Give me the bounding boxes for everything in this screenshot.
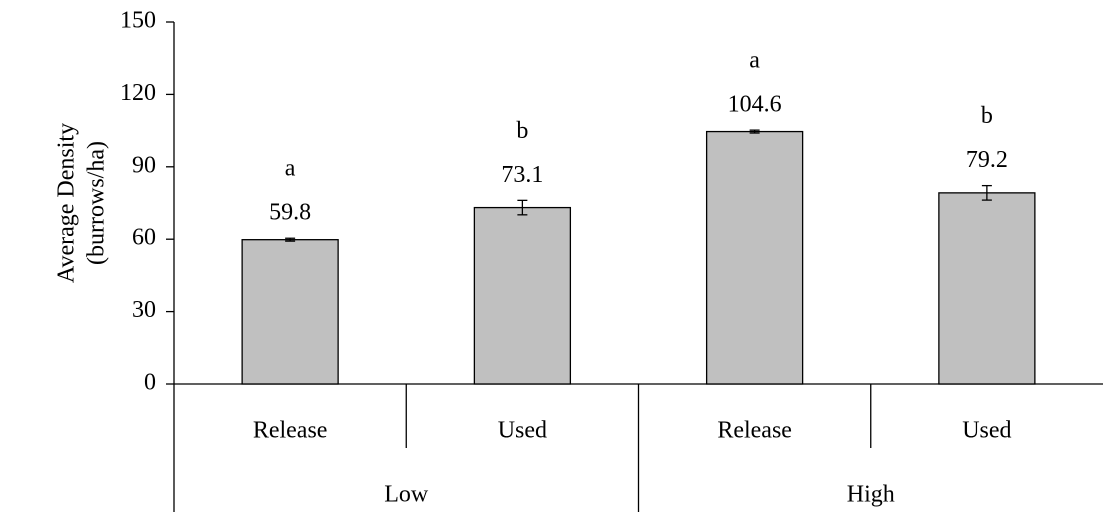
significance-letter: a	[749, 48, 760, 74]
y-tick-label: 60	[132, 225, 156, 251]
y-axis-label: (burrows/ha)	[84, 141, 110, 265]
significance-letter: b	[981, 103, 993, 129]
y-tick-label: 150	[120, 8, 156, 34]
y-tick-label: 120	[120, 80, 156, 106]
value-label: 104.6	[728, 92, 782, 118]
significance-letter: a	[285, 156, 296, 182]
group-label: High	[847, 482, 895, 508]
x-tick-label: Used	[962, 418, 1011, 444]
value-label: 79.2	[966, 147, 1008, 173]
bar	[473, 206, 572, 385]
group-label: Low	[384, 482, 429, 508]
y-axis-label: Average Density	[54, 123, 80, 283]
bar	[241, 239, 339, 385]
value-label: 73.1	[501, 162, 543, 188]
significance-letter: b	[516, 118, 528, 144]
x-tick-label: Release	[253, 418, 328, 444]
y-tick-label: 0	[144, 370, 156, 396]
y-tick-label: 30	[132, 297, 156, 323]
value-label: 59.8	[269, 200, 311, 226]
bar	[705, 130, 804, 385]
y-tick-label: 90	[132, 152, 156, 178]
x-tick-label: Used	[498, 418, 547, 444]
x-tick-label: Release	[717, 418, 792, 444]
bar	[938, 192, 1036, 385]
